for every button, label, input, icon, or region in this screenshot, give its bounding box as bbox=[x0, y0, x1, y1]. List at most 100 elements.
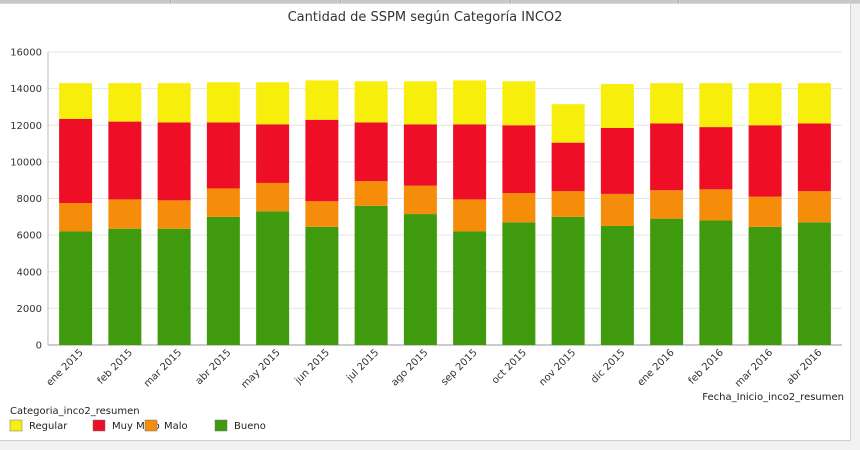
bar-segment-muy-malo[interactable] bbox=[108, 121, 142, 200]
bar-segment-muy-malo[interactable] bbox=[206, 122, 240, 189]
bar-segment-muy-malo[interactable] bbox=[305, 119, 339, 202]
bar-segment-malo[interactable] bbox=[453, 199, 487, 232]
bar-segment-bueno[interactable] bbox=[108, 228, 142, 345]
bar-segment-bueno[interactable] bbox=[354, 205, 388, 345]
bar-segment-regular[interactable] bbox=[748, 83, 782, 126]
bar-segment-malo[interactable] bbox=[699, 189, 733, 221]
window-top-bar bbox=[0, 0, 860, 4]
bar-segment-bueno[interactable] bbox=[600, 225, 634, 345]
bar-segment-regular[interactable] bbox=[600, 84, 634, 128]
bar-segment-malo[interactable] bbox=[502, 193, 536, 223]
bar-segment-regular[interactable] bbox=[59, 83, 93, 119]
x-tick-label: mar 2015 bbox=[142, 347, 184, 389]
bar-segment-bueno[interactable] bbox=[206, 216, 240, 345]
bar-segment-bueno[interactable] bbox=[256, 211, 290, 345]
legend-swatch bbox=[214, 419, 228, 432]
bar-segment-bueno[interactable] bbox=[59, 231, 93, 345]
legend-item-label[interactable]: Regular bbox=[29, 421, 68, 432]
bars-group bbox=[59, 80, 831, 345]
chart-panel: Cantidad de SSPM según Categoría INCO2 0… bbox=[0, 4, 851, 441]
bar-segment-malo[interactable] bbox=[108, 199, 142, 229]
bar-segment-regular[interactable] bbox=[157, 83, 191, 123]
x-tick-label: ene 2015 bbox=[45, 347, 86, 388]
bar-segment-malo[interactable] bbox=[206, 188, 240, 217]
y-tick-label: 14000 bbox=[10, 84, 42, 95]
bar-segment-regular[interactable] bbox=[354, 81, 388, 123]
top-tab-segment[interactable] bbox=[0, 0, 171, 3]
bar-segment-malo[interactable] bbox=[354, 181, 388, 206]
bar-segment-regular[interactable] bbox=[797, 83, 831, 124]
bar-segment-bueno[interactable] bbox=[797, 222, 831, 345]
top-tab-segment[interactable] bbox=[512, 0, 679, 3]
bar-segment-bueno[interactable] bbox=[551, 216, 585, 345]
top-tab-segment[interactable] bbox=[680, 0, 860, 3]
bar-segment-bueno[interactable] bbox=[748, 226, 782, 345]
bar-segment-bueno[interactable] bbox=[305, 226, 339, 345]
bar-segment-malo[interactable] bbox=[59, 203, 93, 232]
top-tab-segment[interactable] bbox=[342, 0, 511, 3]
bar-segment-regular[interactable] bbox=[305, 80, 339, 120]
bar-segment-regular[interactable] bbox=[650, 83, 684, 124]
bar-segment-malo[interactable] bbox=[600, 193, 634, 226]
bar-segment-malo[interactable] bbox=[748, 196, 782, 227]
bar-segment-malo[interactable] bbox=[797, 191, 831, 223]
legend-item-label[interactable]: Bueno bbox=[234, 421, 266, 432]
x-tick-label: abr 2016 bbox=[785, 347, 825, 387]
x-tick-label: jun 2015 bbox=[292, 347, 332, 387]
bar-segment-muy-malo[interactable] bbox=[699, 127, 733, 190]
bar-segment-muy-malo[interactable] bbox=[600, 127, 634, 194]
bar-segment-malo[interactable] bbox=[157, 200, 191, 229]
bar-segment-malo[interactable] bbox=[305, 201, 339, 227]
x-tick-label: abr 2015 bbox=[194, 347, 234, 387]
chart-title: Cantidad de SSPM según Categoría INCO2 bbox=[288, 10, 563, 25]
bar-segment-muy-malo[interactable] bbox=[157, 122, 191, 201]
x-tick-label: ene 2016 bbox=[636, 347, 677, 388]
y-tick-label: 10000 bbox=[10, 157, 42, 168]
bar-segment-muy-malo[interactable] bbox=[403, 124, 437, 186]
bar-chart[interactable]: Cantidad de SSPM según Categoría INCO2 0… bbox=[0, 4, 850, 440]
bar-segment-regular[interactable] bbox=[256, 82, 290, 125]
bar-segment-muy-malo[interactable] bbox=[797, 123, 831, 192]
bar-segment-malo[interactable] bbox=[256, 182, 290, 212]
bar-segment-bueno[interactable] bbox=[502, 222, 536, 345]
y-tick-label: 4000 bbox=[17, 267, 42, 278]
bar-segment-regular[interactable] bbox=[453, 80, 487, 125]
bar-segment-muy-malo[interactable] bbox=[453, 124, 487, 200]
bar-segment-malo[interactable] bbox=[650, 190, 684, 219]
x-tick-label: oct 2015 bbox=[490, 347, 529, 386]
bar-segment-malo[interactable] bbox=[403, 185, 437, 215]
bar-segment-muy-malo[interactable] bbox=[502, 125, 536, 194]
bar-segment-bueno[interactable] bbox=[650, 218, 684, 345]
bar-segment-regular[interactable] bbox=[699, 83, 733, 128]
x-tick-label: feb 2016 bbox=[687, 347, 726, 386]
legend-item-label[interactable]: Malo bbox=[164, 421, 188, 432]
x-tick-label: may 2015 bbox=[239, 347, 282, 390]
bar-segment-bueno[interactable] bbox=[699, 220, 733, 345]
legend-item-label[interactable]: Muy Malo bbox=[112, 421, 160, 432]
x-tick-label: jul 2015 bbox=[344, 347, 381, 384]
bar-segment-muy-malo[interactable] bbox=[748, 125, 782, 197]
y-tick-label: 2000 bbox=[17, 304, 42, 315]
bar-segment-regular[interactable] bbox=[108, 83, 142, 122]
x-tick-label: dic 2015 bbox=[589, 347, 627, 385]
bar-segment-bueno[interactable] bbox=[403, 214, 437, 345]
y-tick-label: 16000 bbox=[10, 48, 42, 59]
bar-segment-regular[interactable] bbox=[403, 81, 437, 125]
bar-segment-malo[interactable] bbox=[551, 191, 585, 217]
bar-segment-regular[interactable] bbox=[206, 82, 240, 123]
bar-segment-muy-malo[interactable] bbox=[59, 118, 93, 204]
bar-segment-bueno[interactable] bbox=[453, 231, 487, 345]
legend-swatch bbox=[92, 419, 106, 432]
top-tab-segment[interactable] bbox=[172, 0, 341, 3]
bar-segment-muy-malo[interactable] bbox=[354, 122, 388, 182]
legend[interactable]: Regular Muy Malo Malo Bueno bbox=[9, 419, 266, 432]
bar-segment-regular[interactable] bbox=[551, 104, 585, 143]
legend-swatch bbox=[9, 419, 23, 432]
x-axis-label: Fecha_Inicio_inco2_resumen bbox=[702, 392, 844, 403]
bar-segment-muy-malo[interactable] bbox=[256, 124, 290, 183]
bar-segment-muy-malo[interactable] bbox=[551, 142, 585, 192]
bar-segment-regular[interactable] bbox=[502, 81, 536, 126]
bar-segment-bueno[interactable] bbox=[157, 228, 191, 345]
x-tick-label: mar 2016 bbox=[733, 347, 775, 389]
bar-segment-muy-malo[interactable] bbox=[650, 123, 684, 191]
